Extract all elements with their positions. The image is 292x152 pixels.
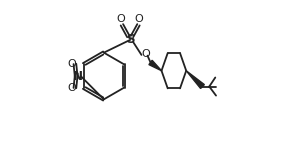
Polygon shape [186, 71, 204, 88]
Polygon shape [149, 60, 161, 71]
Text: O: O [141, 49, 150, 59]
Text: O: O [117, 14, 126, 24]
Text: O: O [135, 14, 144, 24]
Text: O: O [67, 83, 76, 93]
Text: N: N [73, 69, 83, 83]
Text: S: S [126, 33, 134, 46]
Text: O: O [67, 59, 76, 69]
